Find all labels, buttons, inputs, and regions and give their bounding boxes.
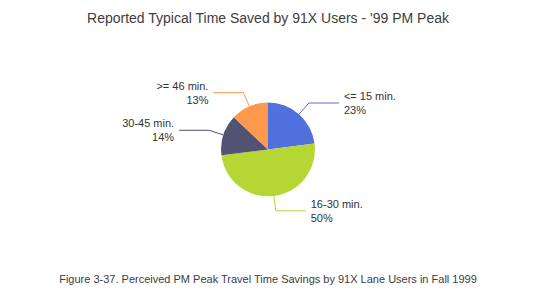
svg-text:Reported Typical Time Saved by: Reported Typical Time Saved by 91X Users… (87, 10, 450, 26)
svg-text:Figure 3-37. Perceived PM Peak: Figure 3-37. Perceived PM Peak Travel Ti… (59, 273, 477, 285)
svg-text:14%: 14% (152, 131, 174, 143)
svg-text:16-30 min.: 16-30 min. (311, 198, 363, 210)
svg-text:>= 46 min.: >= 46 min. (156, 80, 208, 92)
svg-text:30-45 min.: 30-45 min. (122, 117, 174, 129)
svg-text:50%: 50% (311, 212, 333, 224)
svg-text:23%: 23% (344, 104, 366, 116)
svg-text:<= 15 min.: <= 15 min. (344, 90, 396, 102)
svg-text:13%: 13% (186, 94, 208, 106)
